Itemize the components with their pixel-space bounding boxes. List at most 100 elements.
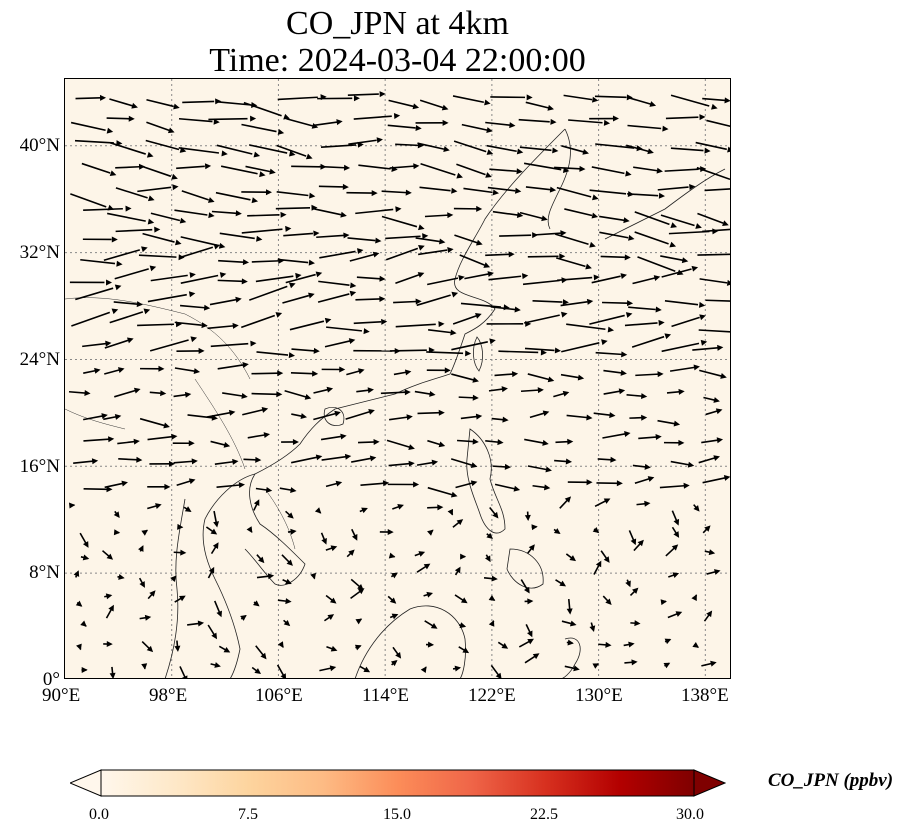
wind-vector-shaft xyxy=(692,347,718,351)
wind-vector-shaft xyxy=(358,441,376,444)
wind-vector-head xyxy=(514,187,522,194)
wind-vector-shaft xyxy=(349,253,375,262)
wind-vector-head xyxy=(623,217,630,224)
wind-vector-head xyxy=(144,614,152,621)
wind-vector-shaft xyxy=(83,438,109,442)
wind-vector-head xyxy=(75,600,83,607)
wind-vector-head xyxy=(501,386,508,393)
wind-vector-shaft xyxy=(602,301,628,304)
wind-vector-head xyxy=(108,604,114,612)
wind-vector-head xyxy=(542,439,549,446)
wind-vector-head xyxy=(612,115,619,122)
wind-vector-shaft xyxy=(595,143,635,149)
wind-vector-head xyxy=(180,549,187,556)
wind-vector-head xyxy=(647,476,655,482)
wind-vector-shaft xyxy=(321,455,347,461)
wind-vector-shaft xyxy=(182,100,215,104)
wind-vector-head xyxy=(532,653,540,660)
wind-vector-head xyxy=(321,537,327,545)
wind-vector-head xyxy=(343,232,350,239)
wind-vector-head xyxy=(673,420,681,427)
wind-vector-head xyxy=(607,326,615,333)
chart-title-line1: CO_JPN at 4km xyxy=(286,5,509,42)
wind-vector-shaft xyxy=(486,144,517,153)
wind-vector-head xyxy=(569,620,577,627)
gridlines xyxy=(65,79,730,678)
wind-vector-head xyxy=(547,104,554,111)
wind-vector-head xyxy=(671,544,679,551)
wind-vector-head xyxy=(593,274,600,281)
wind-vector-shaft xyxy=(523,162,562,171)
wind-vector-head xyxy=(160,390,167,397)
wind-vector-shaft xyxy=(104,339,129,349)
wind-vector-shaft xyxy=(566,323,606,331)
wind-vector-head xyxy=(559,580,567,587)
wind-vector-head xyxy=(447,247,454,253)
wind-vector-shaft xyxy=(147,435,173,441)
wind-vector-head xyxy=(415,298,422,305)
wind-vector-shaft xyxy=(284,389,307,398)
wind-vector-head xyxy=(379,295,386,302)
wind-vector-shaft xyxy=(138,254,177,258)
wind-vector-head xyxy=(167,127,175,134)
wind-vector-shaft xyxy=(705,299,730,302)
wind-vector-head xyxy=(353,95,360,102)
wind-vector-shaft xyxy=(179,304,205,309)
wind-vector-head xyxy=(486,532,493,540)
wind-vector-head xyxy=(492,189,499,196)
colorbar-tick-label: 15.0 xyxy=(383,806,411,823)
wind-vector-head xyxy=(605,598,612,605)
wind-vector-head xyxy=(647,148,654,155)
wind-vector-shaft xyxy=(424,214,449,218)
wind-vector-shaft xyxy=(635,373,659,377)
wind-vector-shaft xyxy=(81,162,111,174)
wind-vector-head xyxy=(470,462,478,468)
wind-vector-head xyxy=(136,456,143,463)
wind-vector-shaft xyxy=(420,163,456,176)
wind-vector-head xyxy=(628,234,635,241)
wind-vector-head xyxy=(223,441,231,448)
wind-vector-head xyxy=(589,241,596,248)
wind-vector-head xyxy=(691,594,697,601)
wind-vector-head xyxy=(672,572,680,578)
wind-vector-head xyxy=(472,438,479,445)
wind-vector-head xyxy=(586,298,594,305)
wind-vector-head xyxy=(408,444,415,450)
wind-vector-head xyxy=(84,390,91,397)
wind-vector-head xyxy=(382,480,390,487)
wind-vector-head xyxy=(630,538,637,546)
wind-vector-head xyxy=(438,321,445,328)
wind-vector-head xyxy=(678,388,685,395)
x-tick-label: 98°E xyxy=(149,685,188,706)
wind-vector-shaft xyxy=(247,214,280,217)
wind-vector-head xyxy=(616,480,623,487)
wind-vector-head xyxy=(521,273,529,280)
wind-vector-head xyxy=(573,665,580,672)
wind-vector-shaft xyxy=(499,234,532,237)
wind-vector-head xyxy=(456,519,464,526)
x-tick-label: 90°E xyxy=(42,685,81,706)
wind-vector-shaft xyxy=(698,456,717,464)
wind-vector-shaft xyxy=(174,321,202,326)
wind-vector-head xyxy=(513,485,521,492)
wind-vector-head xyxy=(545,466,552,473)
wind-vector-head xyxy=(393,112,401,119)
wind-vector-head xyxy=(133,387,141,394)
wind-vector-head xyxy=(213,243,221,250)
wind-vector-shaft xyxy=(208,117,248,121)
wind-vector-head xyxy=(395,652,402,659)
wind-vector-head xyxy=(609,412,616,419)
wind-vector-head xyxy=(418,551,426,557)
wind-vector-shaft xyxy=(519,211,543,220)
wind-vector-shaft xyxy=(525,186,551,191)
wind-vector-shaft xyxy=(347,93,379,96)
wind-vector-shaft xyxy=(222,392,244,397)
wind-vector-head xyxy=(476,205,483,212)
wind-vector-head xyxy=(242,362,249,368)
wind-vector-head xyxy=(263,432,271,439)
wind-vector-head xyxy=(658,192,665,199)
wind-vector-shaft xyxy=(494,483,516,490)
wind-vector-shaft xyxy=(385,247,419,261)
wind-vector-head xyxy=(313,230,320,237)
wind-vector-shaft xyxy=(75,97,101,100)
